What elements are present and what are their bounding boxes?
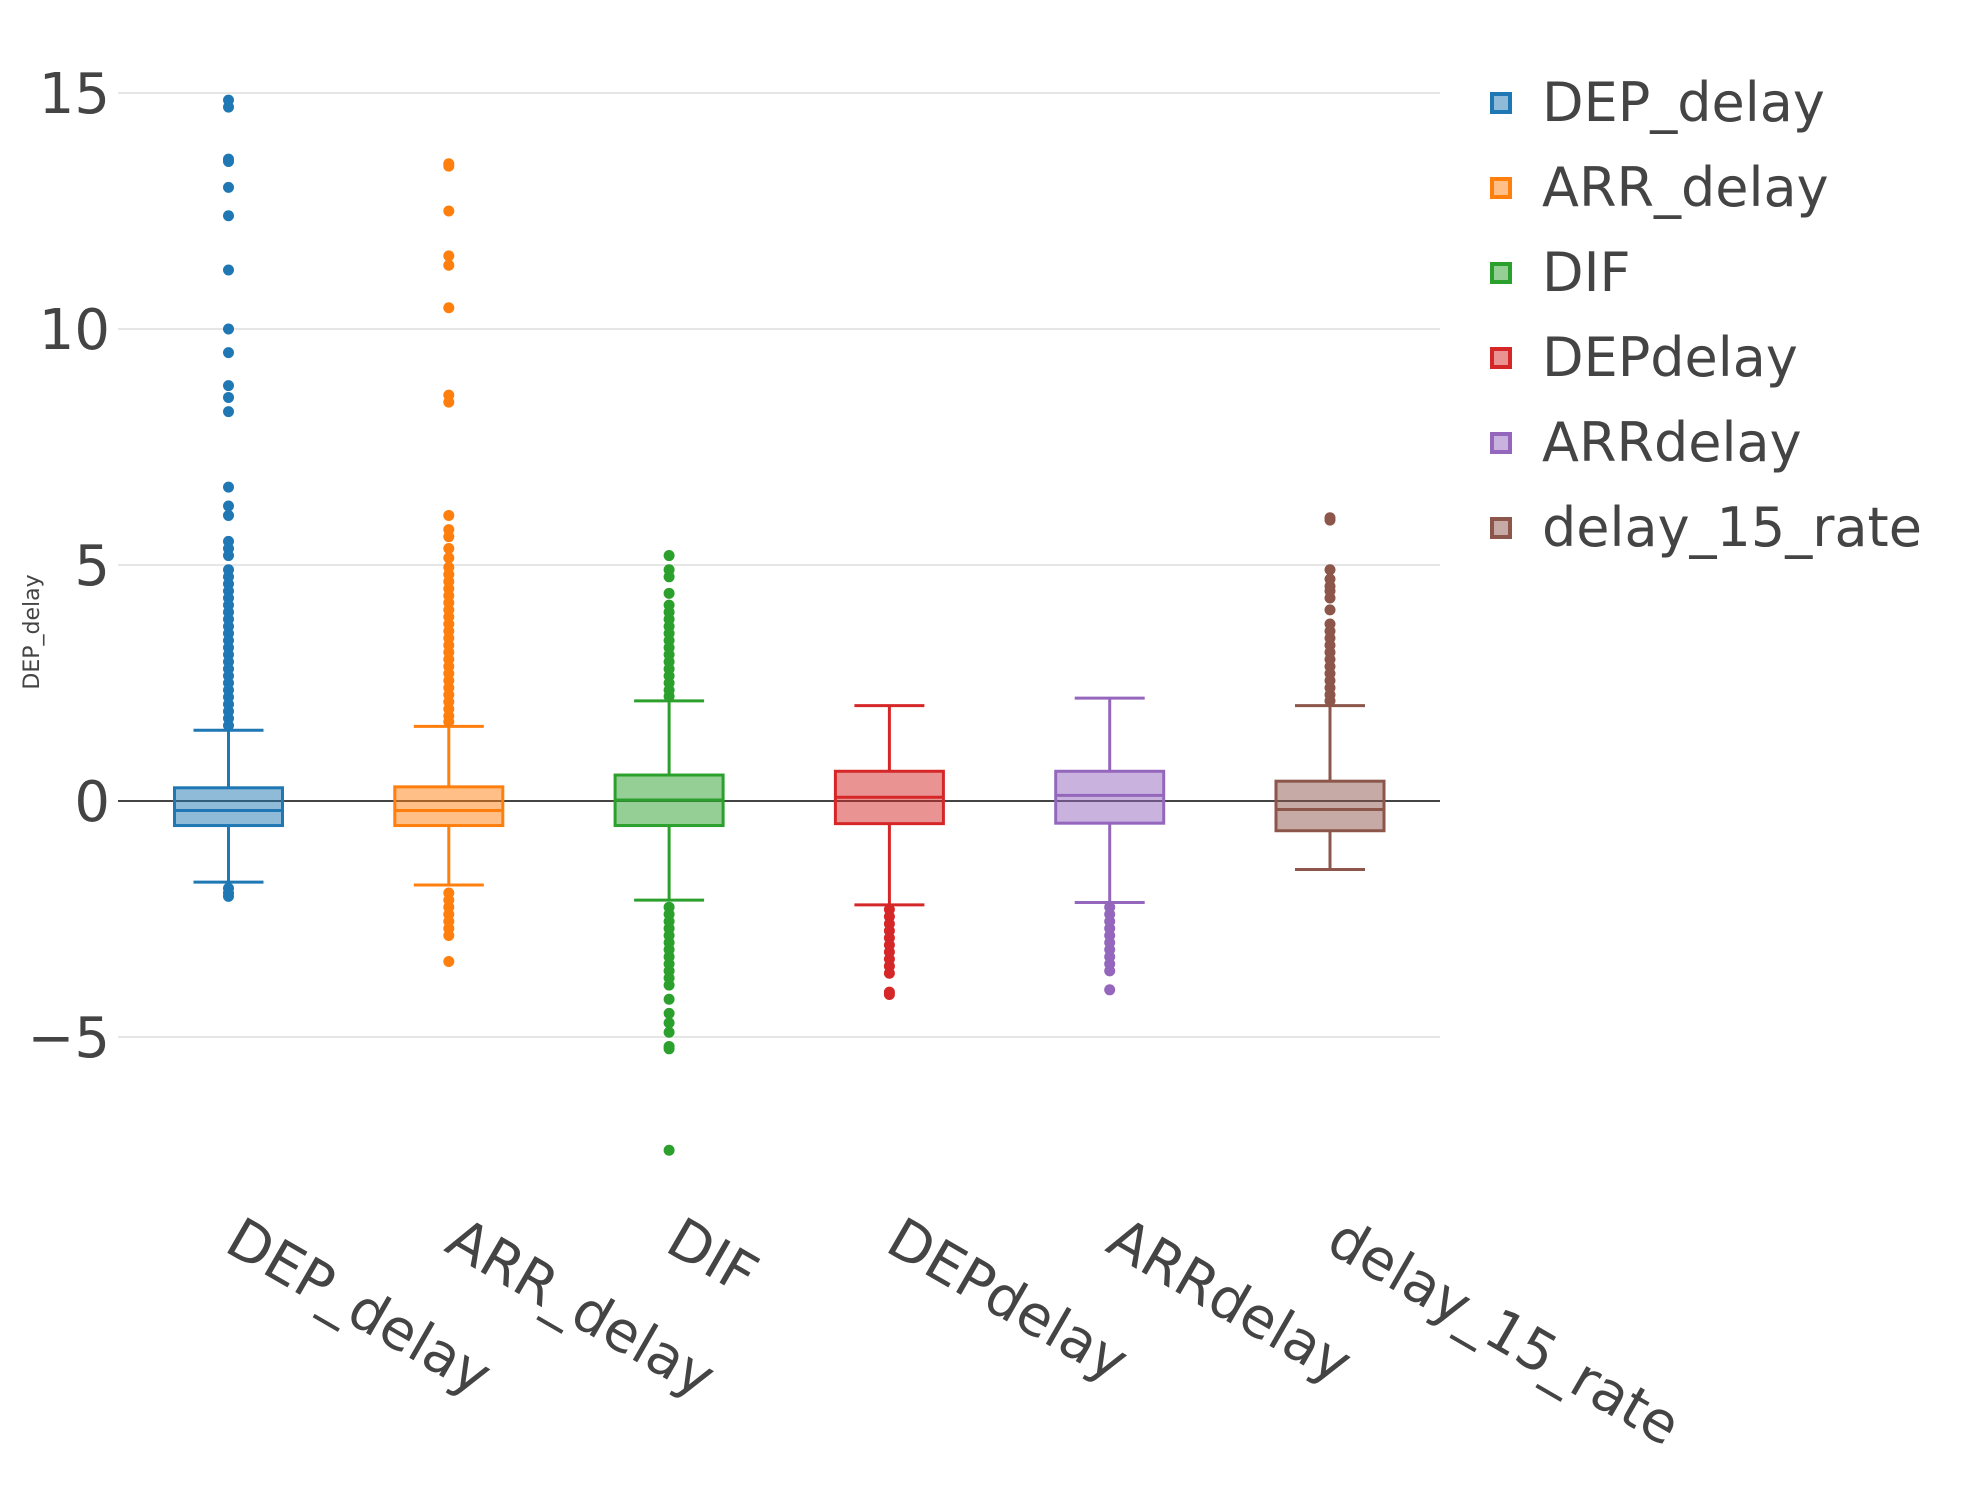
outlier-point	[223, 264, 234, 276]
outlier-point	[1324, 514, 1336, 526]
iqr-box	[173, 786, 284, 828]
outlier-point	[223, 380, 234, 392]
legend-item[interactable]: DEP_delay	[1484, 60, 1922, 145]
outlier-point	[223, 391, 234, 403]
box-ARR_delay	[393, 158, 505, 967]
outlier-point	[1324, 695, 1336, 707]
y-tick-label: 10	[39, 298, 110, 363]
outlier-point	[223, 481, 234, 493]
x-tick-label: delay_15_rate	[1317, 1206, 1691, 1459]
legend-item[interactable]: DEPdelay	[1484, 315, 1922, 400]
outlier-point	[443, 955, 455, 967]
outlier-point	[443, 259, 455, 271]
legend-swatch	[1490, 516, 1512, 539]
legend-item[interactable]: DIF	[1484, 230, 1922, 315]
outlier-point	[663, 993, 675, 1005]
legend-item[interactable]: delay_15_rate	[1484, 485, 1922, 570]
outlier-point	[1324, 592, 1336, 604]
box-DIF	[613, 550, 725, 1156]
outlier-point	[1104, 984, 1116, 996]
outlier-point	[223, 347, 234, 359]
box-DEP_delay	[173, 94, 284, 902]
outlier-point	[883, 989, 895, 1001]
outlier-point	[223, 210, 234, 222]
legend-label: ARRdelay	[1542, 411, 1802, 474]
y-axis-title: DEP_delay	[19, 574, 45, 690]
outlier-point	[223, 719, 234, 731]
iqr-box	[1274, 779, 1386, 833]
outlier-point	[223, 890, 234, 902]
outlier-point	[443, 250, 455, 262]
iqr-box	[1054, 769, 1166, 825]
outlier-point	[443, 552, 455, 564]
outlier-point	[663, 1026, 675, 1038]
legend-label: DEPdelay	[1542, 326, 1798, 389]
outlier-point	[443, 930, 455, 942]
legend-item[interactable]: ARR_delay	[1484, 145, 1922, 230]
outlier-point	[663, 1144, 675, 1156]
box-layer	[173, 94, 1386, 1156]
outlier-point	[443, 160, 455, 172]
legend-swatch	[1490, 346, 1512, 369]
y-tick-label: −5	[27, 1006, 110, 1071]
outlier-point	[223, 181, 234, 193]
y-axis-ticks: −5 0 5 10 15	[27, 62, 110, 1071]
outlier-point	[1104, 965, 1116, 977]
box-DEPdelay	[833, 704, 945, 1001]
legend-label: ARR_delay	[1542, 156, 1829, 219]
box-delay_15_rate	[1274, 512, 1386, 871]
outlier-point	[663, 1007, 675, 1019]
outlier-point	[663, 587, 675, 599]
outlier-point	[663, 1043, 675, 1055]
outlier-point	[223, 323, 234, 335]
x-tick-label: DEPdelay	[876, 1206, 1138, 1395]
legend-label: DEP_delay	[1542, 71, 1825, 134]
outlier-point	[443, 531, 455, 543]
legend-label: DIF	[1542, 241, 1631, 304]
outlier-point	[223, 155, 234, 167]
outlier-point	[443, 396, 455, 408]
legend-label: delay_15_rate	[1542, 496, 1922, 559]
outlier-point	[663, 1017, 675, 1029]
iqr-box	[393, 785, 505, 828]
outlier-point	[443, 302, 455, 314]
outlier-point	[223, 406, 234, 418]
legend: DEP_delay ARR_delay DIF DEPdelay ARRdelay del…	[1484, 60, 1922, 570]
y-tick-label: 15	[39, 62, 110, 127]
legend-swatch	[1490, 431, 1512, 454]
y-tick-label: 0	[74, 770, 110, 835]
x-tick-label: ARRdelay	[1097, 1206, 1363, 1397]
box-ARRdelay	[1054, 696, 1166, 996]
x-tick-label: DIF	[656, 1206, 768, 1308]
outlier-point	[223, 101, 234, 113]
outlier-point	[663, 550, 675, 562]
outlier-point	[663, 979, 675, 991]
outlier-point	[663, 690, 675, 702]
outlier-point	[1324, 564, 1336, 576]
legend-swatch	[1490, 91, 1512, 114]
outlier-point	[883, 967, 895, 979]
grid-layer	[118, 92, 1440, 1038]
outlier-point	[663, 571, 675, 583]
legend-swatch	[1490, 176, 1512, 199]
outlier-point	[223, 550, 234, 562]
outlier-point	[223, 500, 234, 512]
outlier-point	[443, 542, 455, 554]
outlier-point	[223, 509, 234, 521]
y-tick-label: 5	[74, 534, 110, 599]
outlier-point	[443, 509, 455, 521]
legend-swatch	[1490, 261, 1512, 284]
outlier-point	[443, 716, 455, 728]
outlier-point	[443, 205, 455, 217]
outlier-point	[1324, 604, 1336, 616]
legend-item[interactable]: ARRdelay	[1484, 400, 1922, 485]
